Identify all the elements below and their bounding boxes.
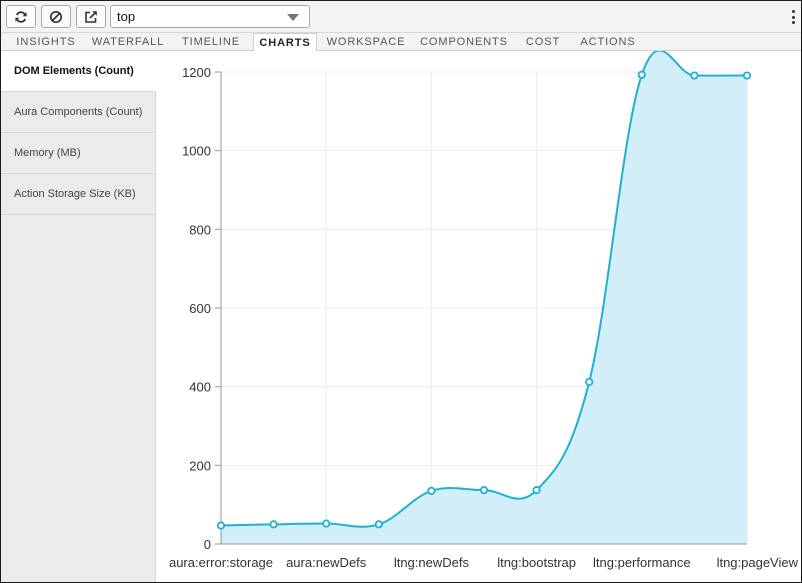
y-tick-label: 800 <box>189 222 211 237</box>
refresh-icon <box>15 10 27 23</box>
tab-workspace[interactable]: WORKSPACE <box>326 36 406 48</box>
data-point[interactable] <box>374 520 383 529</box>
open-external-button[interactable] <box>76 5 106 28</box>
data-point[interactable] <box>637 70 646 79</box>
data-point[interactable] <box>532 486 541 495</box>
sidebar-item-aura-components[interactable]: Aura Components (Count) <box>1 92 155 133</box>
sidebar-item-action-storage[interactable]: Action Storage Size (KB) <box>1 174 155 215</box>
clear-button[interactable] <box>41 5 71 28</box>
chart-points <box>216 70 752 530</box>
toolbar: top <box>1 1 801 33</box>
tab-cost[interactable]: COST <box>525 36 561 48</box>
tab-actions[interactable]: ACTIONS <box>580 36 636 48</box>
context-select[interactable]: top <box>110 5 310 28</box>
clear-icon <box>49 10 63 23</box>
y-tick-label: 1000 <box>182 144 211 159</box>
sidebar-item-dom-elements[interactable]: DOM Elements (Count) <box>1 51 156 92</box>
dom-elements-chart: 0 200 400 600 800 1000 1200 aura:error:storage… <box>169 51 799 570</box>
x-tick-label: ltng:performance <box>593 555 691 570</box>
tab-bar: INSIGHTS WATERFALL TIMELINE CHARTS WORKS… <box>1 33 801 52</box>
y-tick-label: 1200 <box>182 65 211 80</box>
data-point[interactable] <box>269 520 278 529</box>
x-axis-ticks: aura:error:storage aura:newDefs ltng:newDe… <box>169 555 799 570</box>
tab-waterfall[interactable]: WATERFALL <box>91 36 165 48</box>
chart-panel: 0 200 400 600 800 1000 1200 aura:error:storage… <box>156 51 801 582</box>
data-point[interactable] <box>742 71 752 80</box>
y-axis-ticks: 0 200 400 600 800 1000 1200 <box>182 65 211 552</box>
context-select-value: top <box>117 9 136 24</box>
chevron-down-icon <box>287 14 299 21</box>
more-options-icon[interactable] <box>791 10 795 24</box>
chart-axes <box>215 71 747 545</box>
data-point[interactable] <box>690 71 699 80</box>
y-tick-label: 200 <box>189 458 211 473</box>
y-tick-label: 600 <box>189 301 211 316</box>
y-tick-label: 0 <box>204 537 211 552</box>
data-point[interactable] <box>216 521 226 530</box>
data-point[interactable] <box>585 377 594 387</box>
x-tick-label: ltng:bootstrap <box>497 555 576 570</box>
x-tick-label: aura:error:storage <box>169 555 273 570</box>
sidebar-item-memory[interactable]: Memory (MB) <box>1 133 155 174</box>
tab-insights[interactable]: INSIGHTS <box>16 36 76 48</box>
data-point[interactable] <box>322 519 331 528</box>
x-tick-label: aura:newDefs <box>286 555 367 570</box>
open-external-icon <box>85 10 97 23</box>
y-tick-label: 400 <box>189 380 211 395</box>
tab-timeline[interactable]: TIMELINE <box>182 36 240 48</box>
x-tick-label: ltng:pageView <box>717 555 799 570</box>
x-tick-label: ltng:newDefs <box>394 555 470 570</box>
data-point[interactable] <box>427 486 436 495</box>
series-area-fill <box>221 51 747 544</box>
refresh-button[interactable] <box>6 5 36 28</box>
chart-sidebar: DOM Elements (Count) Aura Components (Co… <box>1 51 156 582</box>
data-point[interactable] <box>479 486 489 495</box>
tab-components[interactable]: COMPONENTS <box>420 36 508 48</box>
chart-area <box>220 51 748 544</box>
tab-charts[interactable]: CHARTS <box>253 33 317 52</box>
